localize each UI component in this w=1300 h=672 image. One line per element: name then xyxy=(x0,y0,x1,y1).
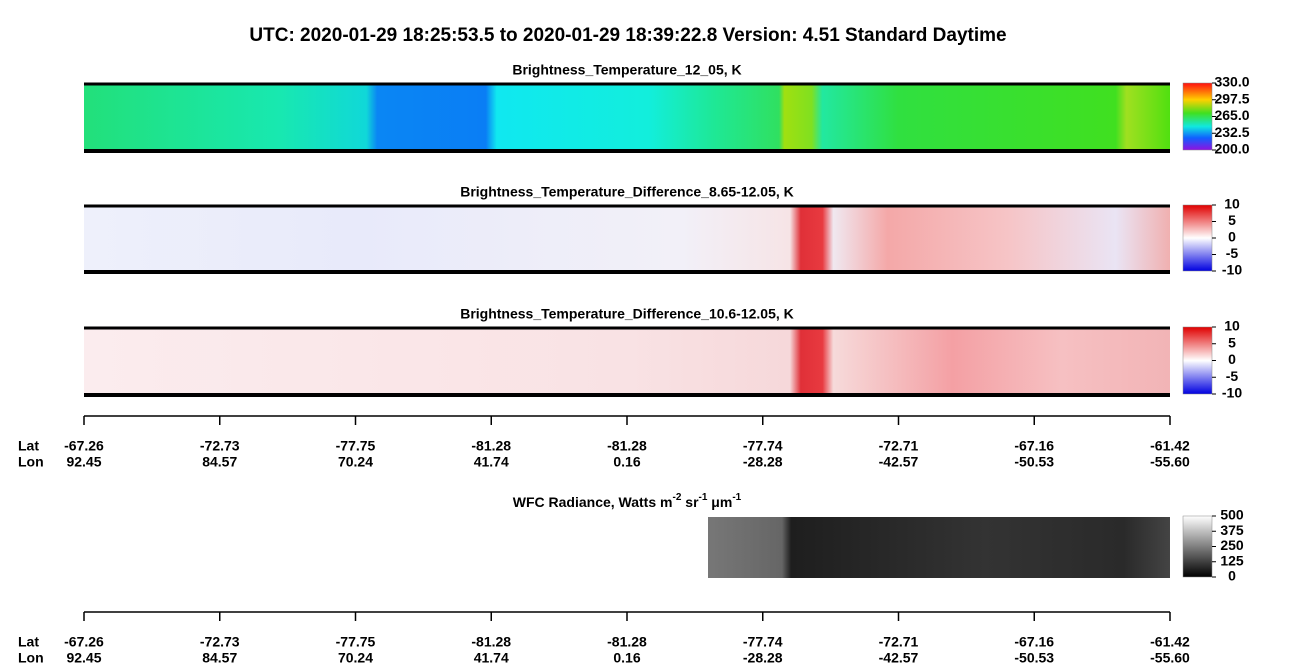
lon-label: 70.24 xyxy=(338,650,373,666)
colorbar-label: -5 xyxy=(1226,245,1239,261)
lat-label: -67.16 xyxy=(1014,634,1054,650)
colorbar-label: 200.0 xyxy=(1214,141,1249,157)
colorbar-label: 330.0 xyxy=(1214,74,1249,90)
image-strip xyxy=(708,517,1170,578)
lat-label: -72.73 xyxy=(200,634,240,650)
lon-label: 84.57 xyxy=(202,454,237,470)
lat-label: -72.71 xyxy=(879,438,919,454)
lon-label: -55.60 xyxy=(1150,454,1190,470)
lat-label: -81.28 xyxy=(607,438,647,454)
lon-label: -50.53 xyxy=(1014,650,1054,666)
image-strip xyxy=(84,328,1170,395)
colorbar-label: 265.0 xyxy=(1214,107,1249,123)
panel-title: Brightness_Temperature_Difference_8.65-1… xyxy=(460,184,794,200)
lon-label: -50.53 xyxy=(1014,454,1054,470)
lon-label: -28.28 xyxy=(743,650,783,666)
lat-label: -67.16 xyxy=(1014,438,1054,454)
colorbar-label: 250 xyxy=(1220,537,1244,553)
colorbar xyxy=(1182,204,1213,272)
lat-label: -81.28 xyxy=(607,634,647,650)
colorbar-label: 297.5 xyxy=(1214,90,1249,106)
lat-label: -67.26 xyxy=(64,438,104,454)
colorbar-label: 0 xyxy=(1228,568,1236,584)
lat-label: -72.71 xyxy=(879,634,919,650)
panel-title: Brightness_Temperature_Difference_10.6-1… xyxy=(460,306,794,322)
colorbar-label: 232.5 xyxy=(1214,124,1249,140)
lat-label: -72.73 xyxy=(200,438,240,454)
lon-label: 84.57 xyxy=(202,650,237,666)
lat-label: -77.75 xyxy=(336,438,376,454)
colorbar-label: 500 xyxy=(1220,507,1244,523)
lat-label: -61.42 xyxy=(1150,438,1190,454)
lat-label: -67.26 xyxy=(64,634,104,650)
title-part: -1 xyxy=(699,492,708,503)
lon-label: 41.74 xyxy=(474,454,509,470)
lon-label: 92.45 xyxy=(66,454,101,470)
title-part: -2 xyxy=(672,492,681,503)
colorbar-label: -10 xyxy=(1222,385,1242,401)
lat-label: -77.74 xyxy=(743,438,783,454)
lon-label: -42.57 xyxy=(879,454,919,470)
lon-label: 0.16 xyxy=(613,650,640,666)
lon-label: -42.57 xyxy=(879,650,919,666)
colorbar xyxy=(1182,82,1213,151)
colorbar xyxy=(1182,326,1213,395)
title-part: WFC Radiance, Watts m xyxy=(513,494,673,510)
lon-label: -55.60 xyxy=(1150,650,1190,666)
lon-label: 41.74 xyxy=(474,650,509,666)
lat-label: -77.75 xyxy=(336,634,376,650)
lon-label: 0.16 xyxy=(613,454,640,470)
lat-label: -61.42 xyxy=(1150,634,1190,650)
lon-label: 70.24 xyxy=(338,454,373,470)
row-label: Lat xyxy=(18,438,39,454)
colorbar-label: 0 xyxy=(1228,229,1236,245)
colorbar-label: 5 xyxy=(1228,334,1236,350)
colorbar-label: 0 xyxy=(1228,351,1236,367)
title-part: sr xyxy=(681,494,699,510)
row-label: Lon xyxy=(18,650,44,666)
row-label: Lat xyxy=(18,634,39,650)
colorbar-label: 375 xyxy=(1220,522,1244,538)
lon-label: 92.45 xyxy=(66,650,101,666)
image-strip xyxy=(84,206,1170,272)
lat-label: -77.74 xyxy=(743,634,783,650)
lat-label: -81.28 xyxy=(471,438,511,454)
lat-label: -81.28 xyxy=(471,634,511,650)
colorbar-label: -5 xyxy=(1226,368,1239,384)
panel-title: WFC Radiance, Watts m-2 sr-1 μm-1 xyxy=(513,492,742,510)
colorbar-label: 10 xyxy=(1224,318,1240,334)
page-title: UTC: 2020-01-29 18:25:53.5 to 2020-01-29… xyxy=(249,25,1006,46)
colorbar-label: 10 xyxy=(1224,196,1240,212)
colorbar xyxy=(1182,515,1213,578)
image-strip xyxy=(84,84,1170,151)
title-part: μm xyxy=(707,494,732,510)
colorbar-label: 125 xyxy=(1220,552,1244,568)
lon-label: -28.28 xyxy=(743,454,783,470)
row-label: Lon xyxy=(18,454,44,470)
title-part: -1 xyxy=(732,492,741,503)
panel-title: Brightness_Temperature_12_05, K xyxy=(512,62,741,78)
colorbar-label: 5 xyxy=(1228,212,1236,228)
colorbar-label: -10 xyxy=(1222,262,1242,278)
